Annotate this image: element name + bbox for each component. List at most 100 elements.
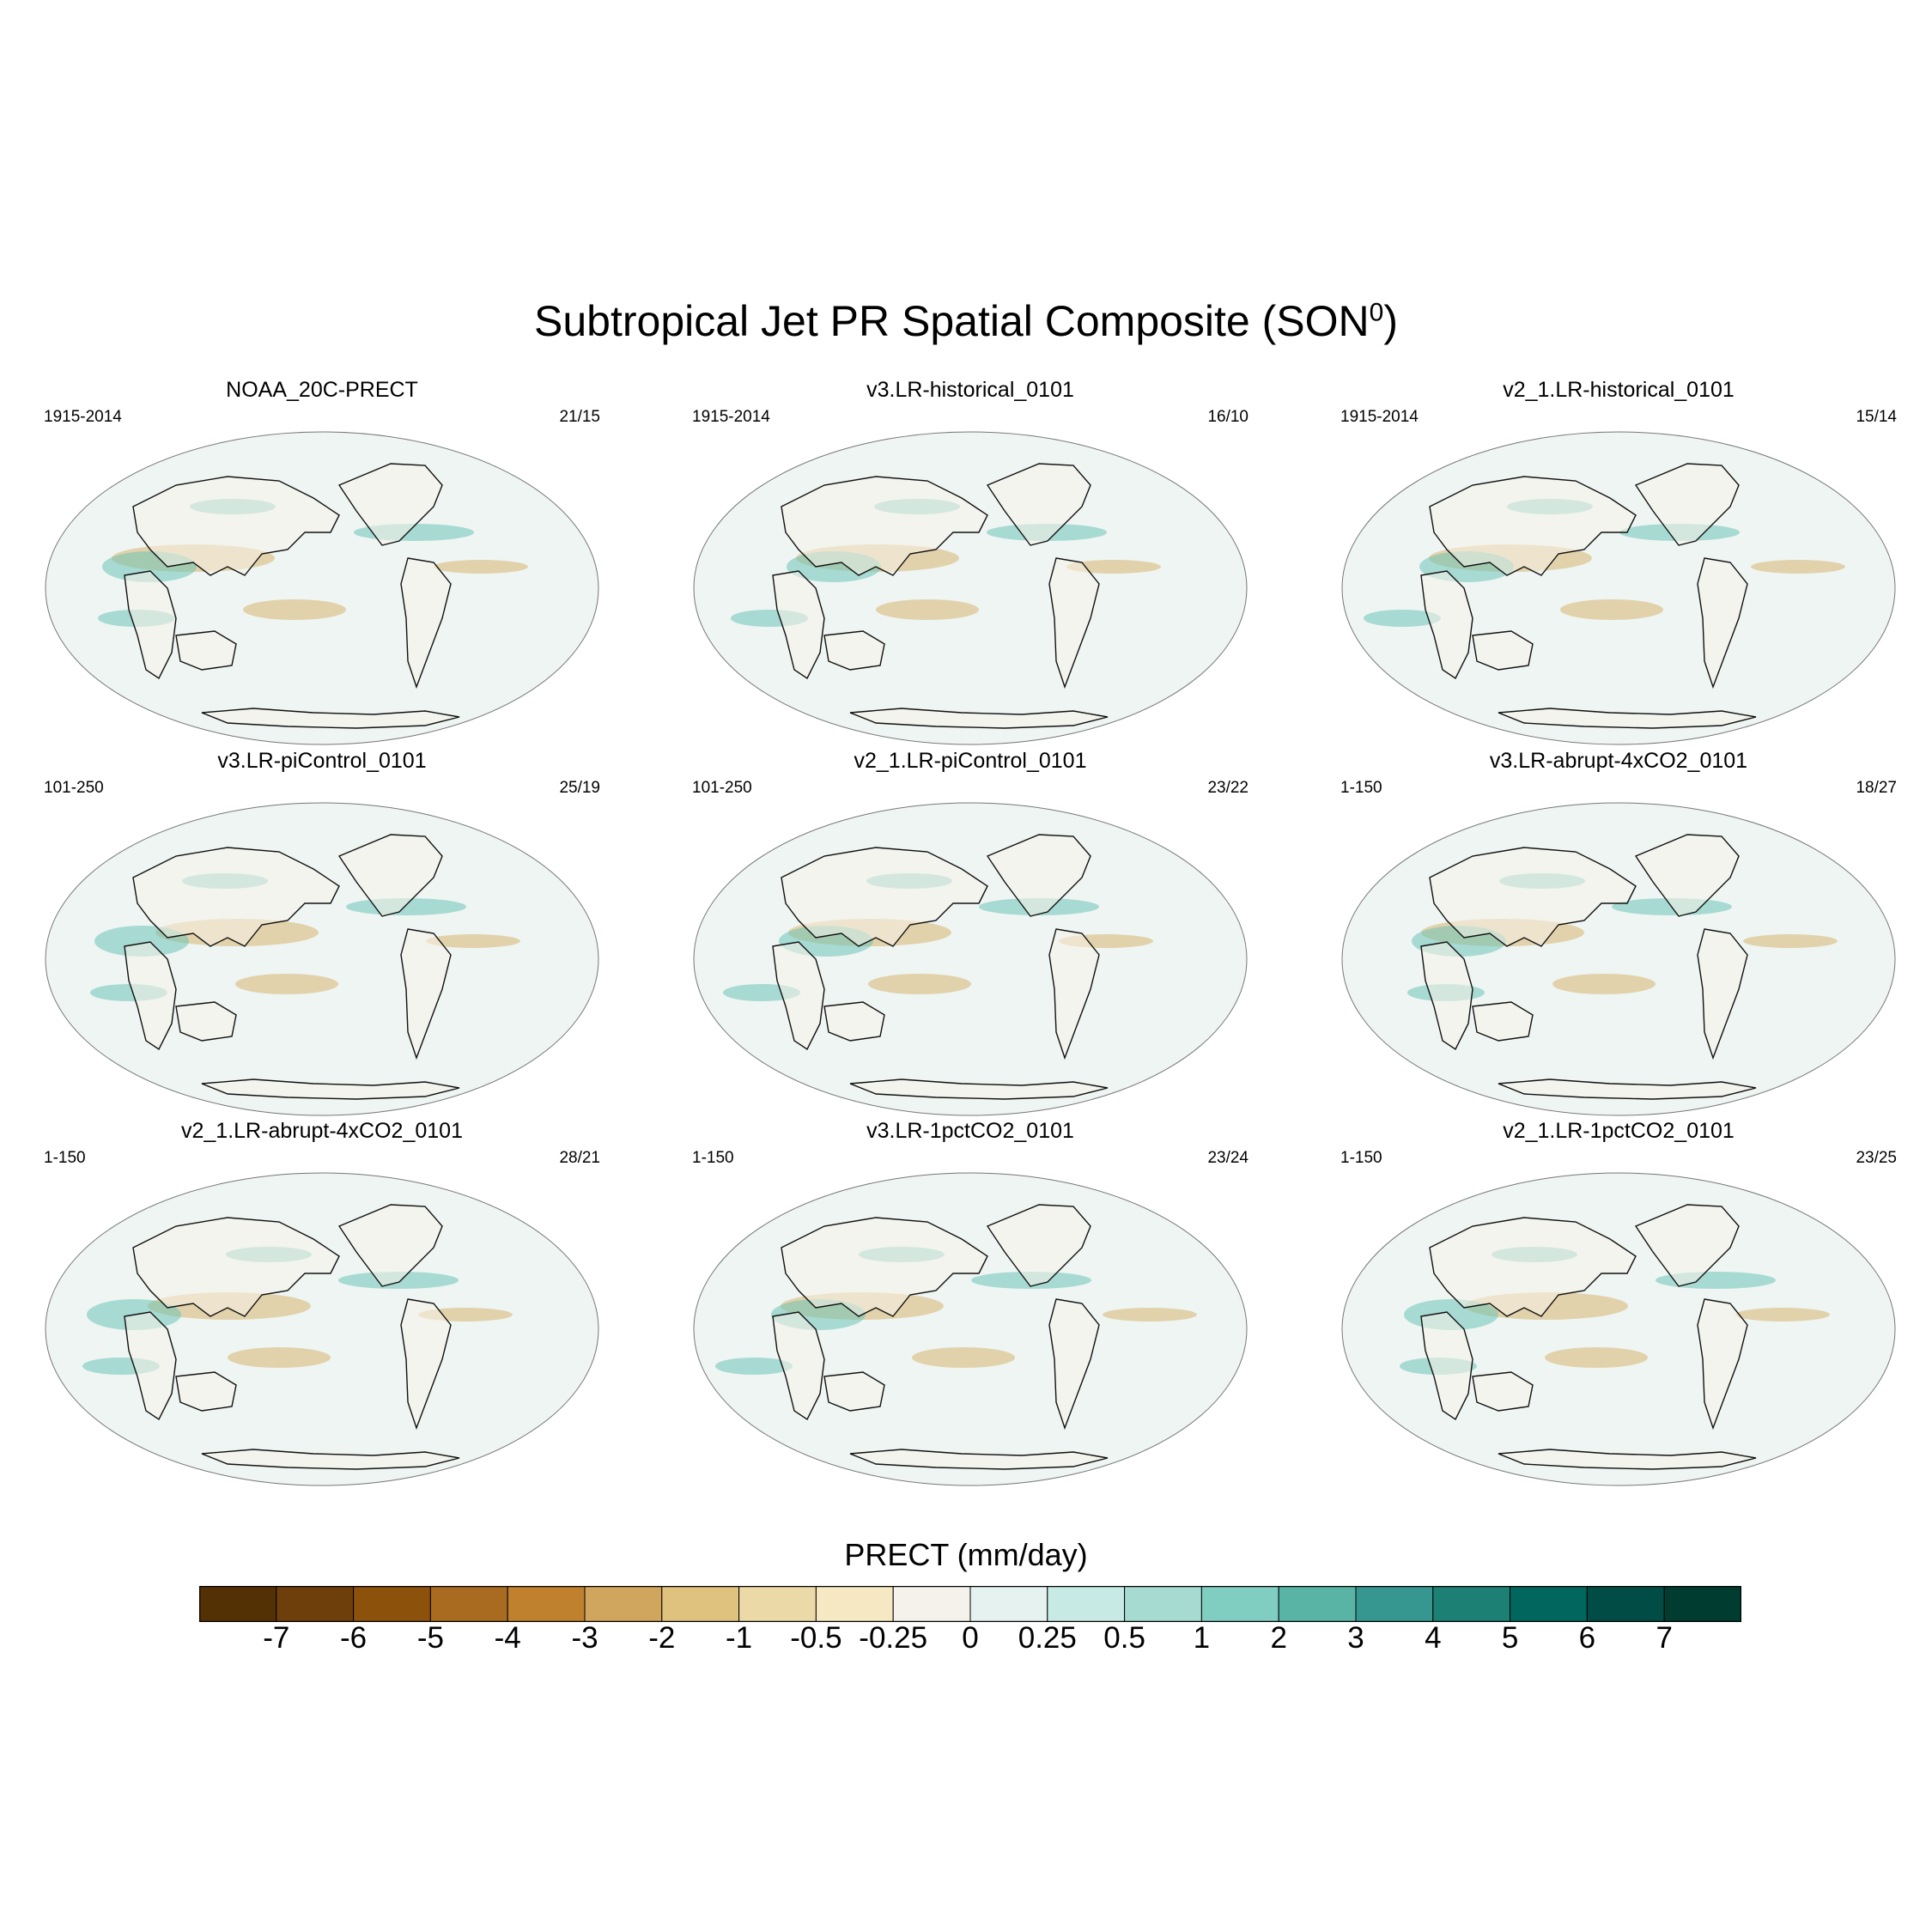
figure-title: Subtropical Jet PR Spatial Composite (SO… xyxy=(534,297,1398,345)
coastline xyxy=(849,708,1109,729)
world-map xyxy=(45,802,599,1116)
panel-title: NOAA_20C-PRECT xyxy=(226,378,418,402)
coastline xyxy=(1498,1078,1757,1100)
panel-count: 15/14 xyxy=(1856,408,1897,426)
coastline xyxy=(823,630,885,671)
dry-anomaly xyxy=(1743,934,1838,948)
coastline xyxy=(823,1371,885,1412)
coastline xyxy=(132,1217,340,1317)
coastline xyxy=(1429,847,1637,947)
coastline xyxy=(1472,1371,1534,1412)
dry-anomaly xyxy=(1751,560,1845,574)
map-outline xyxy=(1341,1172,1896,1486)
panel-count: 23/24 xyxy=(1207,1149,1249,1167)
coastline xyxy=(201,708,460,729)
coastline xyxy=(1420,1311,1473,1421)
colorbar-tick-label: 3 xyxy=(1347,1621,1364,1655)
dry-anomaly xyxy=(868,974,971,994)
coastline xyxy=(1048,557,1100,690)
coastline xyxy=(132,847,340,947)
coastline xyxy=(1697,928,1748,1060)
coastline xyxy=(1472,630,1534,671)
colorbar-tick-label: -0.25 xyxy=(859,1621,928,1655)
colorbar-tick-label: 6 xyxy=(1578,1621,1596,1655)
colorbar-tick-label: 4 xyxy=(1425,1621,1442,1655)
colorbar-swatch xyxy=(1586,1586,1665,1622)
coastline xyxy=(849,1449,1109,1470)
coastline xyxy=(781,476,988,576)
panel-count: 25/19 xyxy=(559,779,600,797)
coastline xyxy=(132,476,340,576)
coastline xyxy=(1429,1217,1637,1317)
world-map xyxy=(693,802,1248,1116)
colorbar-tick-label: -6 xyxy=(340,1621,368,1655)
world-map xyxy=(1341,1172,1896,1486)
coastline xyxy=(1048,1298,1100,1431)
map-panel: v3.LR-abrupt-4xCO2_0101 1-150 18/27 xyxy=(1327,749,1911,1118)
dry-anomaly xyxy=(912,1347,1015,1368)
dry-anomaly xyxy=(434,560,528,574)
panel-years: 101-250 xyxy=(692,779,752,797)
coastline xyxy=(772,1311,825,1421)
colorbar-labels: -7 -6 -5 -4 -3 -2 -1 -0.5 -0.25 0 0.25 0.5 1 2 3 4 5 6 7 xyxy=(0,1621,1932,1664)
colorbar-swatch xyxy=(507,1586,586,1622)
colorbar-tick-label: -1 xyxy=(726,1621,753,1655)
coastline xyxy=(337,834,443,917)
panel-title: v3.LR-abrupt-4xCO2_0101 xyxy=(1489,749,1748,773)
coastline xyxy=(175,1371,237,1412)
colorbar-tick-label: -3 xyxy=(571,1621,598,1655)
colorbar-swatch xyxy=(1510,1586,1588,1622)
map-panel: v3.LR-historical_0101 1915-2014 16/10 xyxy=(678,378,1262,747)
panel-years: 101-250 xyxy=(44,779,104,797)
map-panel: v3.LR-1pctCO2_0101 1-150 23/24 xyxy=(678,1119,1262,1488)
colorbar-swatch xyxy=(1663,1586,1741,1622)
coastline xyxy=(772,570,825,680)
dry-anomaly xyxy=(1103,1308,1197,1321)
map-outline xyxy=(45,431,599,745)
colorbar-swatch xyxy=(584,1586,663,1622)
world-map xyxy=(45,431,599,745)
coastline xyxy=(124,1311,177,1421)
colorbar-swatch xyxy=(199,1586,277,1622)
colorbar-title: PRECT (mm/day) xyxy=(844,1537,1088,1572)
panel-count: 23/25 xyxy=(1856,1149,1897,1167)
colorbar-tick-label: 2 xyxy=(1270,1621,1287,1655)
panel-title: v3.LR-1pctCO2_0101 xyxy=(866,1119,1074,1143)
dry-anomaly xyxy=(1560,599,1663,620)
dry-anomaly xyxy=(1735,1308,1830,1321)
colorbar-swatch xyxy=(429,1586,508,1622)
colorbar-swatch xyxy=(815,1586,894,1622)
colorbar-swatch xyxy=(1278,1586,1357,1622)
colorbar-swatch xyxy=(892,1586,971,1622)
colorbar-swatch xyxy=(276,1586,355,1622)
coastline xyxy=(1498,708,1757,729)
colorbar-tick-label: -0.5 xyxy=(790,1621,842,1655)
panel-title: v2_1.LR-1pctCO2_0101 xyxy=(1503,1119,1735,1143)
panel-count: 18/27 xyxy=(1856,779,1897,797)
panel-title: v3.LR-historical_0101 xyxy=(866,378,1074,402)
colorbar-swatch xyxy=(738,1586,817,1622)
dry-anomaly xyxy=(426,934,520,948)
colorbar-swatch xyxy=(1124,1586,1202,1622)
coastline xyxy=(400,1298,452,1431)
world-map xyxy=(693,431,1248,745)
panel-count: 21/15 xyxy=(559,408,600,426)
coastline xyxy=(400,557,452,690)
coastline xyxy=(175,1001,237,1042)
panel-title: v2_1.LR-historical_0101 xyxy=(1503,378,1735,402)
world-map xyxy=(1341,431,1896,745)
dry-anomaly xyxy=(1545,1347,1648,1368)
wet-anomaly xyxy=(1364,610,1441,627)
map-outline xyxy=(693,802,1248,1116)
panel-years: 1915-2014 xyxy=(44,408,122,426)
coastline xyxy=(1634,1204,1740,1287)
wet-anomaly xyxy=(715,1358,793,1375)
coastline xyxy=(1472,1001,1534,1042)
coastline xyxy=(1697,557,1748,690)
panel-years: 1-150 xyxy=(44,1149,86,1167)
coastline xyxy=(1697,1298,1748,1431)
map-panel: v3.LR-piControl_0101 101-250 25/19 xyxy=(30,749,614,1118)
colorbar xyxy=(199,1586,1741,1622)
coastline xyxy=(337,1204,443,1287)
coastline xyxy=(986,1204,1091,1287)
